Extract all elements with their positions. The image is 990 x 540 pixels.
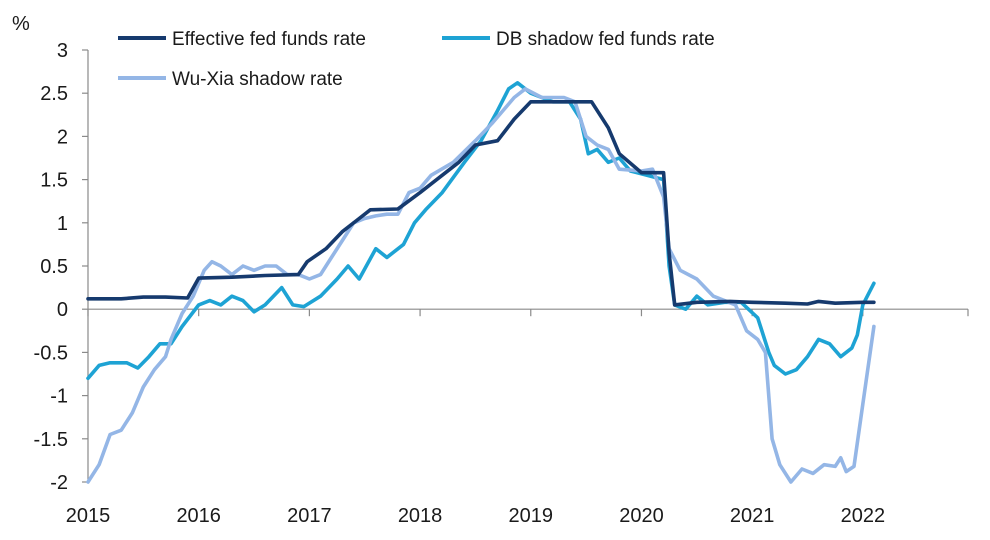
x-tick-label: 2021 xyxy=(730,505,775,527)
y-tick-label: -0.5 xyxy=(34,342,68,364)
legend-label-effective-fed-funds: Effective fed funds rate xyxy=(172,29,366,50)
y-tick-label: 1 xyxy=(57,213,68,235)
x-tick-label: 2019 xyxy=(509,505,554,527)
y-tick-label: 1.5 xyxy=(40,170,68,192)
series-layer xyxy=(86,81,876,484)
legend-label-db-shadow-rate: DB shadow fed funds rate xyxy=(496,29,715,50)
legend: Effective fed funds rate DB shadow fed fu… xyxy=(118,29,715,90)
y-tick-label: 2.5 xyxy=(40,83,68,105)
y-tick-label: -2 xyxy=(50,472,68,494)
y-unit-label: % xyxy=(12,13,30,35)
y-tick-label: 2 xyxy=(57,126,68,148)
x-tick-label: 2018 xyxy=(398,505,443,527)
y-tick-label: 0 xyxy=(57,299,68,321)
y-tick-label: 0.5 xyxy=(40,256,68,278)
x-tick-label: 2022 xyxy=(841,505,886,527)
legend-label-wu-xia-shadow-rate: Wu-Xia shadow rate xyxy=(172,69,343,90)
x-tick-label: 2020 xyxy=(619,505,664,527)
x-tick-label: 2015 xyxy=(66,505,111,527)
y-tick-label: -1.5 xyxy=(34,429,68,451)
series-line-effective-fed-funds xyxy=(86,100,876,307)
x-tick-label: 2017 xyxy=(287,505,332,527)
x-tick-label: 2016 xyxy=(176,505,221,527)
y-tick-label: 3 xyxy=(57,40,68,62)
axes: 3 2.5 2 1.5 1 0.5 0 -0.5 -1 -1.5 -2 2015 2016 2017 201… xyxy=(12,13,969,527)
y-tick-label: -1 xyxy=(50,386,68,408)
series-line-wu-xia-shadow-rate xyxy=(86,87,876,484)
series-line-db-shadow-rate xyxy=(86,81,876,381)
